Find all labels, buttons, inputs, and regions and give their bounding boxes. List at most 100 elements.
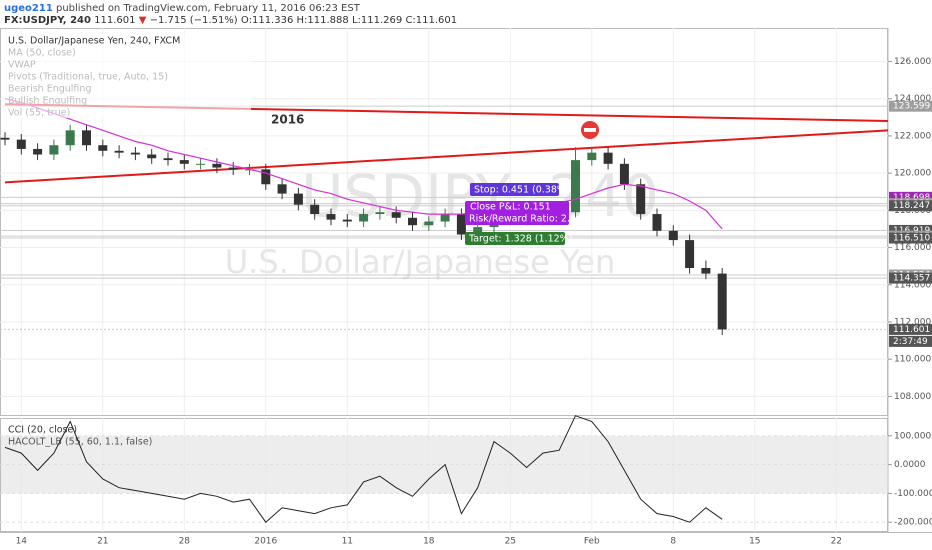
price-tag <box>889 100 932 112</box>
y-tick-label: 126.000 <box>894 57 931 67</box>
cci-y-tick-label: 100.0000 <box>894 431 932 441</box>
candle-body <box>424 221 434 226</box>
price-tag-label: 111.601 <box>893 325 930 335</box>
x-tick-label: 2016 <box>254 537 277 547</box>
last: 111.601 <box>94 15 135 26</box>
candle-body <box>65 130 75 146</box>
symbol: FX:USDJPY, 240 <box>4 15 91 26</box>
cci-y-tick-label: 0.0000 <box>894 460 926 470</box>
high: H:111.888 <box>297 15 349 26</box>
x-tick-label: Feb <box>584 537 600 547</box>
low: L:111.269 <box>352 15 402 26</box>
trend-line <box>4 129 889 184</box>
candle-body <box>391 212 401 218</box>
pnl-box <box>465 201 569 225</box>
x-tick-label: 28 <box>179 537 191 547</box>
open: O:111.336 <box>241 15 293 26</box>
close: C:111.601 <box>405 15 457 26</box>
candle-body <box>228 167 238 170</box>
candle-body <box>196 163 206 165</box>
candle-body <box>114 150 124 153</box>
candle-body <box>277 184 287 194</box>
header-line: ugeo211 published on TradingView.com, Fe… <box>4 3 361 14</box>
candle-body <box>652 214 662 231</box>
candle-body <box>130 152 140 155</box>
cci-indicator-legend: HACOLT_LB (55, 60, 1.1, false) <box>8 437 152 448</box>
price-tag <box>889 191 932 203</box>
candle-body <box>33 148 43 155</box>
main-title: U.S. Dollar/Japanese Yen, 240, FXCM <box>8 36 180 47</box>
target-box <box>465 232 565 245</box>
candle-body <box>49 145 59 155</box>
y-tick-label: 120.000 <box>894 169 931 179</box>
cci-y-tick-label: -200.0000 <box>894 518 932 528</box>
price-tag-label: 116.510 <box>893 234 930 244</box>
plot: 14 21 28 2016 11 18 25 Feb 8 15 22 108.000 110.000 11… <box>0 28 932 547</box>
price-tag-label: 114.357 <box>893 274 930 284</box>
price-tag <box>889 200 932 212</box>
candle-body <box>619 163 629 185</box>
price-tag-label: 118.698 <box>893 193 930 203</box>
candle-body <box>717 273 727 330</box>
legend-bg <box>1 34 251 118</box>
candle-body <box>440 214 450 222</box>
stop-box <box>470 183 559 196</box>
price-tag <box>889 272 932 284</box>
cci-y-tick-label: -100.0000 <box>894 489 932 499</box>
candle-body <box>571 160 580 213</box>
candle-body <box>179 160 189 164</box>
y-tick-label: 124.000 <box>894 94 931 104</box>
ma-line <box>4 98 723 230</box>
y-tick-label: 110.000 <box>894 355 931 365</box>
quote-line: FX:USDJPY, 240 111.601 ▼ −1.715 (−1.51%)… <box>4 15 457 26</box>
x-tick-label: 15 <box>749 537 760 547</box>
price-tag <box>889 232 932 244</box>
candle-body <box>326 214 336 220</box>
target-label: Target: 1.328 (1.12%) <box>468 234 572 245</box>
candle-body <box>701 268 711 274</box>
candle-body <box>408 217 417 226</box>
y-tick-label: 114.000 <box>894 280 931 290</box>
published: published on TradingView.com, February 1… <box>56 3 361 14</box>
candle-body <box>375 212 385 215</box>
y-tick-label: 122.000 <box>894 131 931 141</box>
candle-body <box>82 130 91 146</box>
candle-body <box>587 152 597 161</box>
candle-body <box>473 227 483 235</box>
candle-body <box>359 214 369 222</box>
candle-body <box>16 139 26 149</box>
pnl-label: Close P&L: 0.151 <box>470 202 551 213</box>
candle-body <box>163 158 173 161</box>
candle-body <box>685 240 695 269</box>
x-tick-label: 18 <box>423 537 435 547</box>
candle-body <box>456 214 466 235</box>
cci-line <box>4 415 723 523</box>
x-tick-label: 22 <box>831 537 842 547</box>
signal-icon <box>581 121 599 139</box>
price-tag-label: 118.247 <box>893 201 930 211</box>
candle-body <box>603 152 613 164</box>
price-tag <box>889 323 932 335</box>
candle-body <box>293 193 303 205</box>
candle-body <box>212 163 222 168</box>
candle-body <box>342 219 352 222</box>
price-tag <box>889 224 932 236</box>
ratio-label: Risk/Reward Ratio: 2.94 <box>469 214 582 225</box>
x-tick-label: 14 <box>16 537 28 547</box>
y-tick-label: 116.000 <box>894 243 931 253</box>
year-annotation: 2016 <box>271 113 304 127</box>
candle-body <box>98 145 108 151</box>
countdown: 2:37:49 <box>893 337 928 347</box>
candle-body <box>668 230 678 241</box>
y-tick-label: 112.000 <box>894 317 931 327</box>
price-tag-label: 123.599 <box>893 102 930 112</box>
candle-body <box>310 204 320 215</box>
candle-body <box>0 137 10 140</box>
x-tick-label: 8 <box>670 537 676 547</box>
candle-body <box>147 154 157 159</box>
position-tool: Stop: 0.451 (0.38%) Close P&L: 0.151 Ris… <box>465 183 582 245</box>
arrow: ▼ <box>139 15 147 26</box>
y-tick-label: 108.000 <box>894 392 931 402</box>
user[interactable]: ugeo211 <box>4 3 53 14</box>
